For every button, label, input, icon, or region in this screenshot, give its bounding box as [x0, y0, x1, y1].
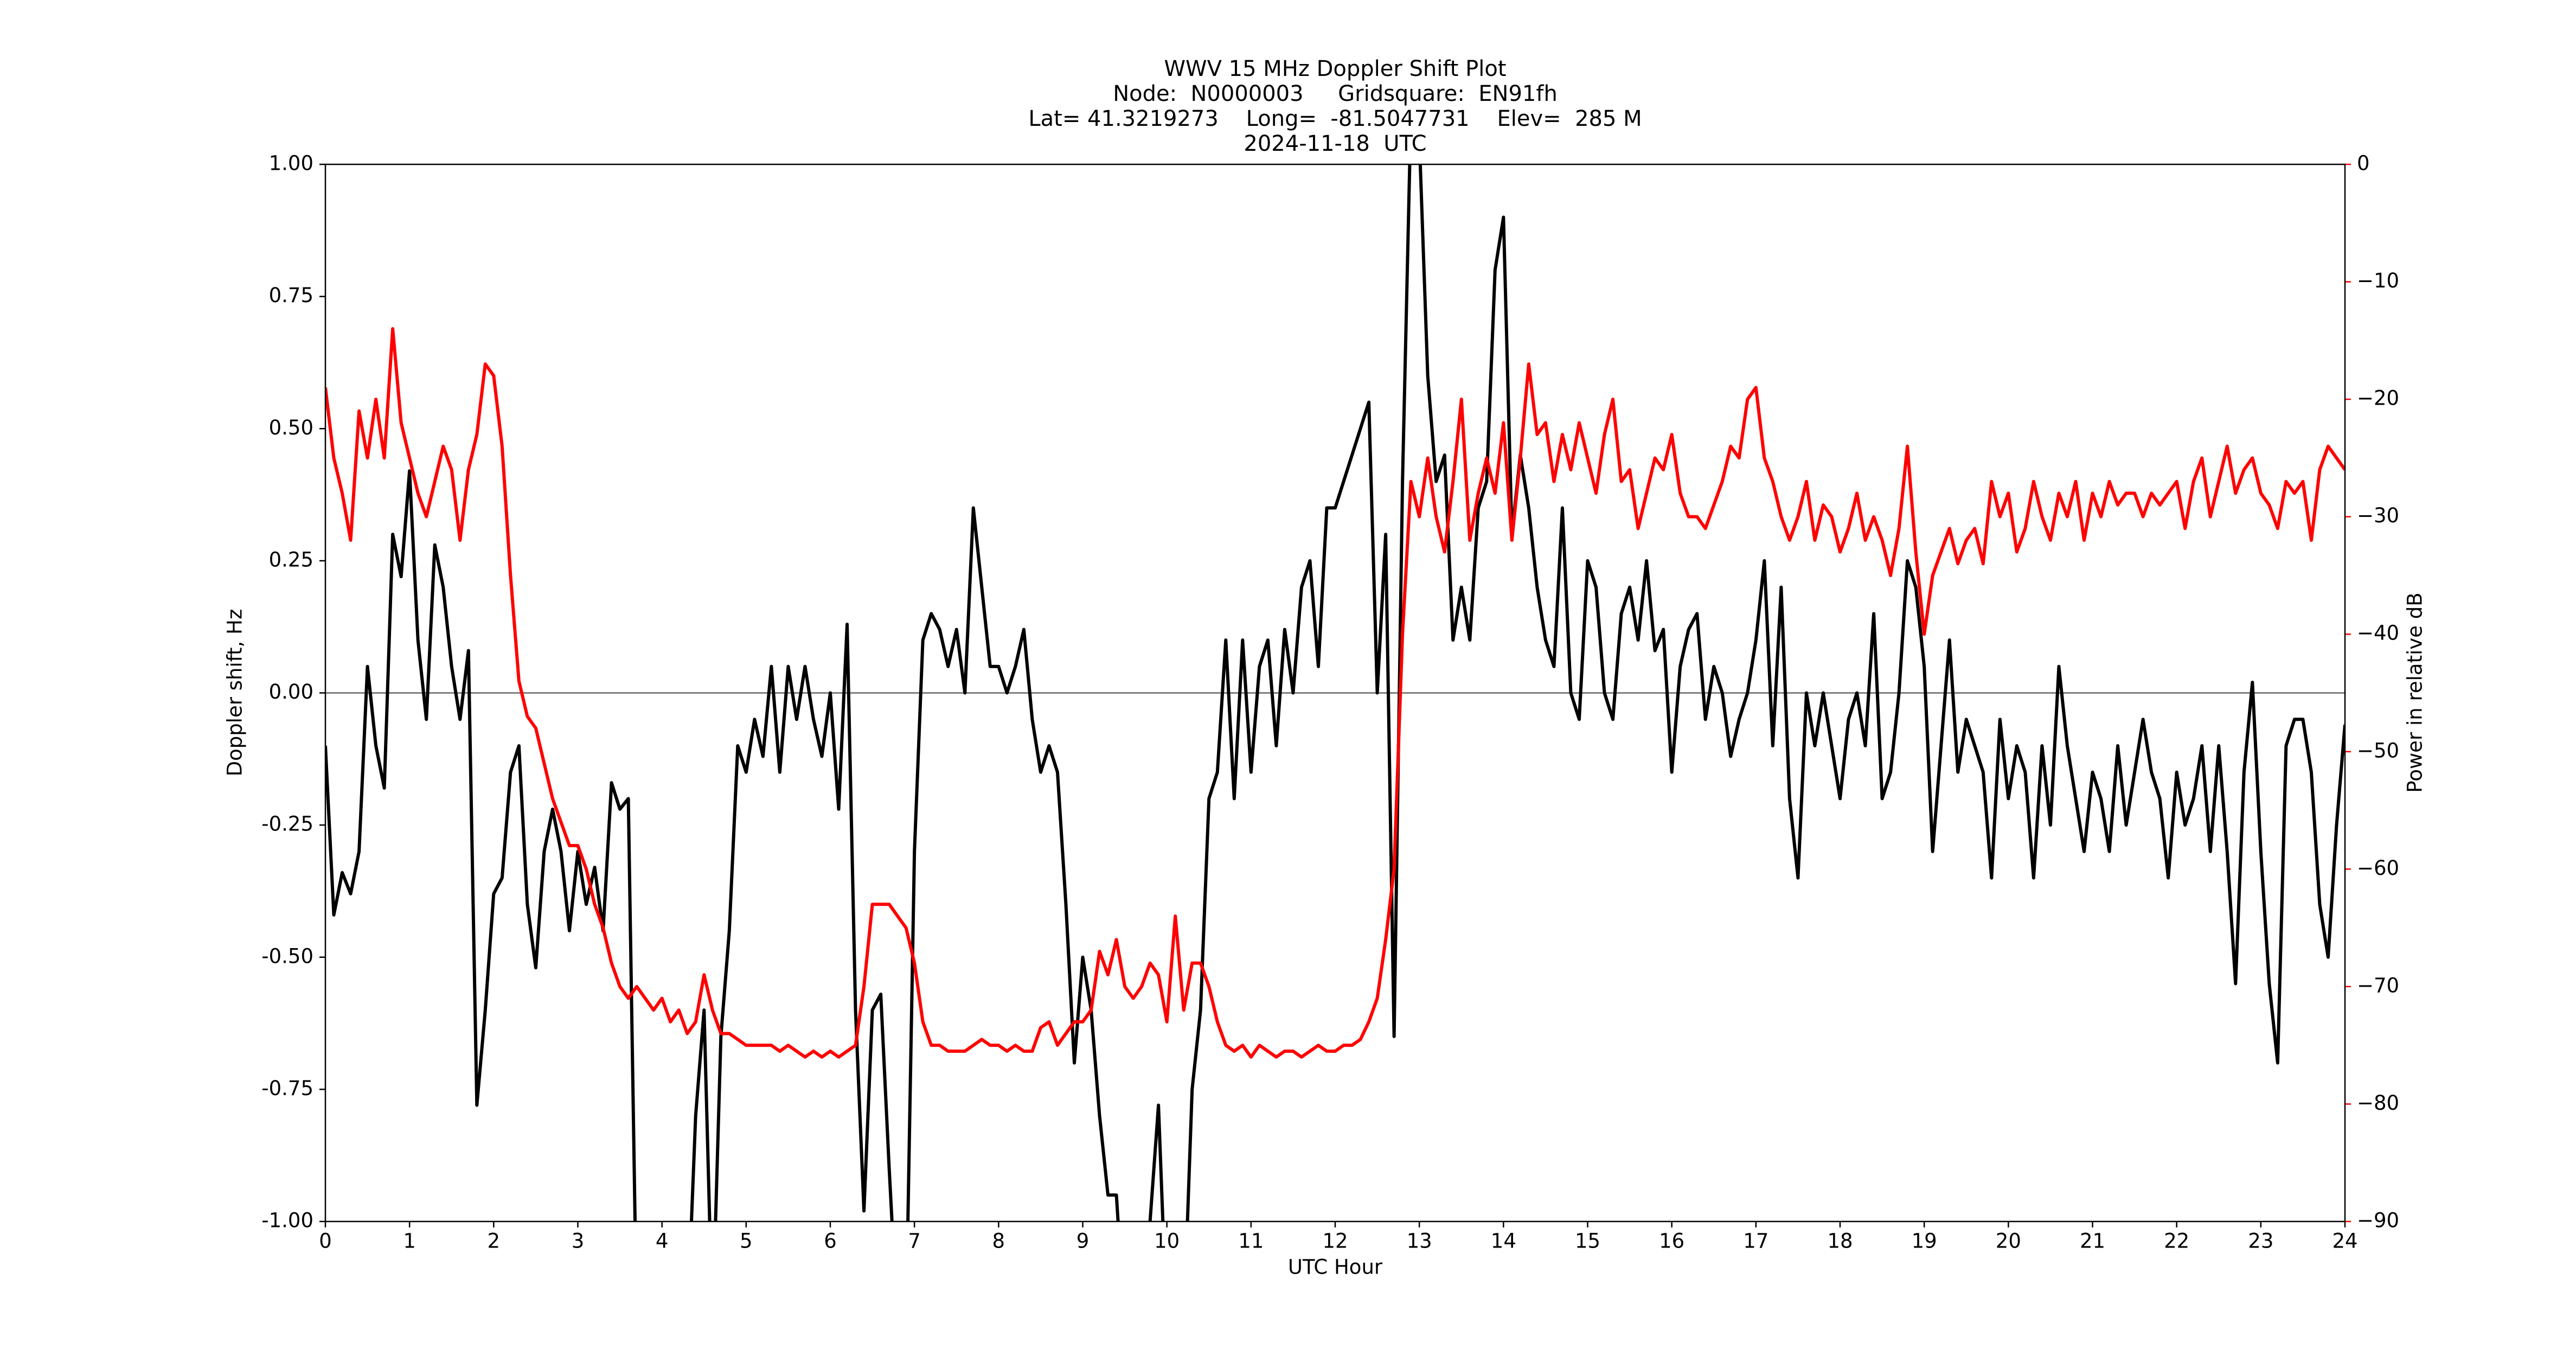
x-tick-label: 11 [1238, 1230, 1264, 1253]
x-tick-label: 19 [1912, 1230, 1937, 1253]
x-tick-label: 8 [992, 1230, 1005, 1253]
y-tick-label: -0.50 [261, 944, 313, 968]
y-tick-label: -0.75 [261, 1077, 313, 1100]
x-tick-label: 6 [824, 1230, 837, 1253]
chart-title: WWV 15 MHz Doppler Shift Plot [1164, 56, 1506, 81]
x-tick-label: 13 [1407, 1230, 1432, 1253]
x-tick-label: 14 [1491, 1230, 1516, 1253]
x-tick-label: 0 [319, 1230, 332, 1253]
y2-tick-label: −40 [2357, 622, 2399, 645]
y-tick-label: 0.50 [269, 416, 313, 439]
y-tick-label: -1.00 [261, 1209, 313, 1232]
x-axis-label: UTC Hour [1288, 1256, 1383, 1279]
y-tick-label: 1.00 [269, 152, 313, 175]
x-tick-label: 20 [1996, 1230, 2021, 1253]
y2-tick-label: −80 [2357, 1091, 2399, 1115]
x-tick-label: 4 [656, 1230, 669, 1253]
x-tick-label: 22 [2164, 1230, 2189, 1253]
x-tick-label: 12 [1322, 1230, 1348, 1253]
x-tick-label: 2 [488, 1230, 501, 1253]
y-tick-label: 0.00 [269, 680, 313, 703]
x-tick-label: 3 [572, 1230, 585, 1253]
data-line [325, 327, 2345, 1059]
x-tick-label: 24 [2332, 1230, 2357, 1253]
data-line [325, 164, 2345, 1221]
y2-tick-label: −20 [2357, 387, 2399, 410]
chart-title: 2024-11-18 UTC [1244, 131, 1426, 156]
x-tick-label: 23 [2248, 1230, 2273, 1253]
x-tick-label: 1 [403, 1230, 416, 1253]
chart-title: Lat= 41.3219273 Long= -81.5047731 Elev= … [1028, 106, 1642, 131]
y-tick-label: -0.25 [261, 813, 313, 836]
x-tick-label: 5 [740, 1230, 753, 1253]
x-tick-label: 9 [1076, 1230, 1090, 1253]
x-tick-label: 10 [1154, 1230, 1180, 1253]
plot-area [325, 164, 2345, 1221]
x-tick-label: 18 [1827, 1230, 1853, 1253]
y2-tick-label: 0 [2357, 152, 2370, 175]
x-tick-label: 17 [1743, 1230, 1768, 1253]
y2-tick-label: −60 [2357, 856, 2399, 880]
x-tick-label: 7 [908, 1230, 921, 1253]
y2-tick-label: −10 [2357, 269, 2399, 292]
x-tick-label: 15 [1575, 1230, 1600, 1253]
chart-title: Node: N0000003 Gridsquare: EN91fh [1113, 81, 1558, 106]
y-tick-label: 0.75 [269, 284, 313, 307]
y2-tick-label: −30 [2357, 504, 2399, 527]
y2-tick-label: −70 [2357, 974, 2399, 997]
y2-axis-label: Power in relative dB [2404, 592, 2427, 792]
y-axis-label: Doppler shift, Hz [223, 609, 247, 777]
x-tick-label: 16 [1659, 1230, 1684, 1253]
y2-tick-label: −50 [2357, 739, 2399, 762]
axes-frame [324, 163, 2346, 1223]
y2-tick-label: −90 [2357, 1209, 2399, 1232]
y-tick-label: 0.25 [269, 548, 313, 571]
x-tick-label: 21 [2080, 1230, 2105, 1253]
